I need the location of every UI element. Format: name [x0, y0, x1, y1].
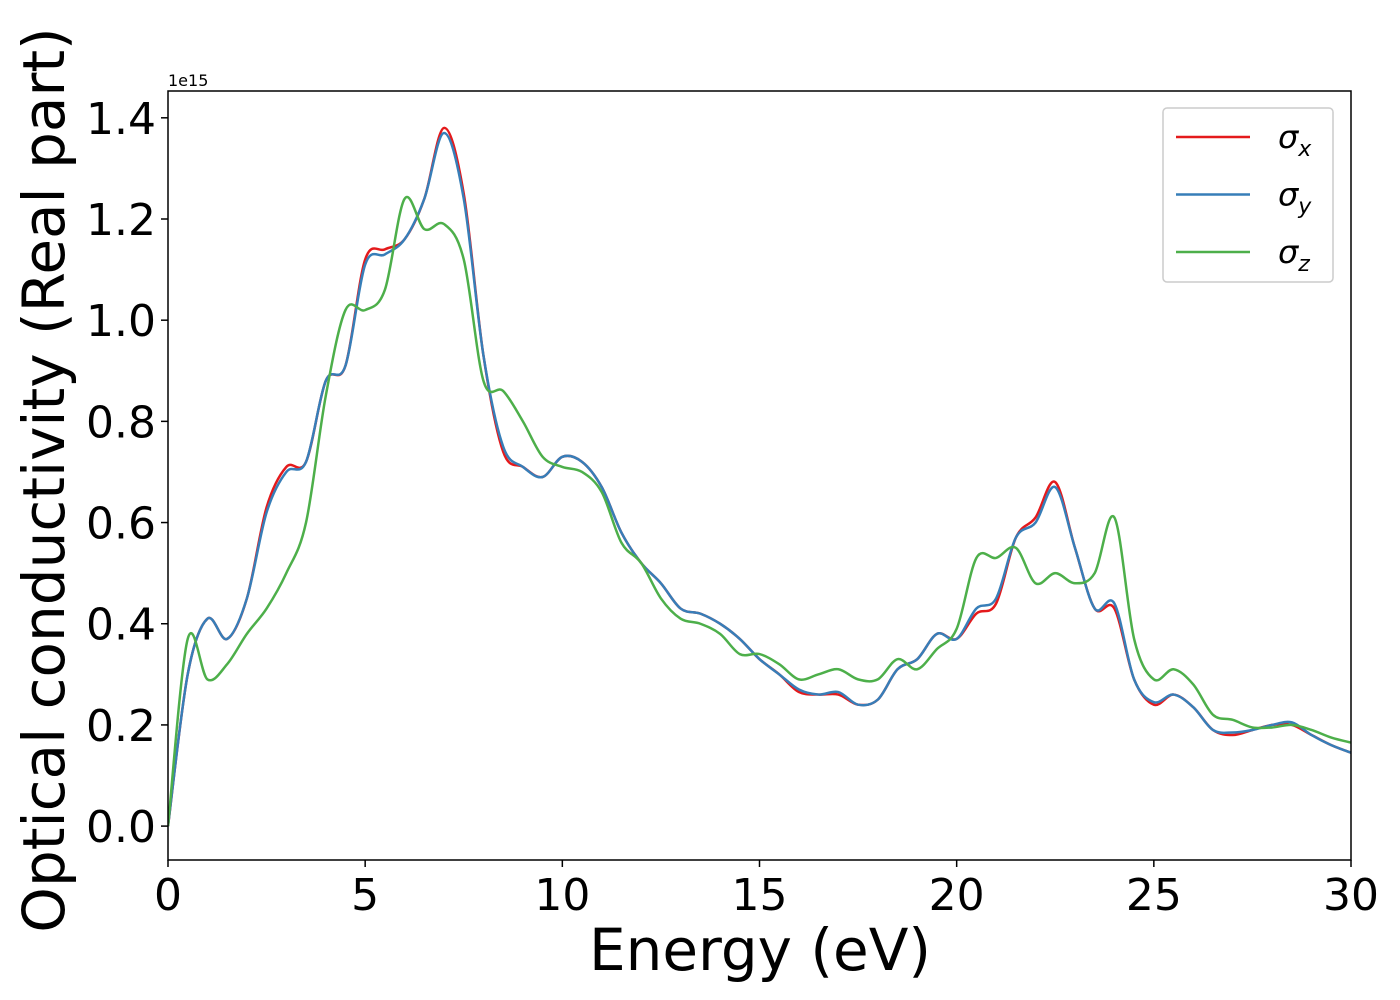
y-tick-label: 0.8	[86, 397, 156, 448]
y-tick-label: 0.6	[86, 499, 156, 550]
x-tick-label: 10	[534, 870, 590, 921]
y-tick-label: 1.2	[86, 195, 156, 246]
legend-label: σz	[1278, 233, 1310, 277]
legend-label: σx	[1278, 118, 1312, 162]
x-tick-label: 25	[1126, 870, 1182, 921]
legend-label: σy	[1278, 176, 1312, 220]
line-series	[168, 195, 1351, 827]
y-tick-label: 0.2	[86, 701, 156, 752]
x-tick-label: 15	[732, 870, 788, 921]
y-axis-label: Optical conductivity (Real part)	[10, 27, 78, 932]
y-tick-label: 1.0	[86, 296, 156, 347]
line-series	[168, 131, 1351, 827]
y-tick-label: 0.0	[86, 802, 156, 853]
y-offset-label: 1e15	[168, 71, 208, 90]
plot-frame	[167, 90, 1352, 861]
x-tick-label: 0	[154, 870, 182, 921]
y-tick-label: 1.4	[86, 94, 156, 145]
x-axis-label: Energy (eV)	[589, 916, 931, 984]
x-tick-label: 20	[929, 870, 985, 921]
x-tick-label: 5	[351, 870, 379, 921]
y-tick-label: 0.4	[86, 600, 156, 651]
x-tick-label: 30	[1323, 870, 1379, 921]
